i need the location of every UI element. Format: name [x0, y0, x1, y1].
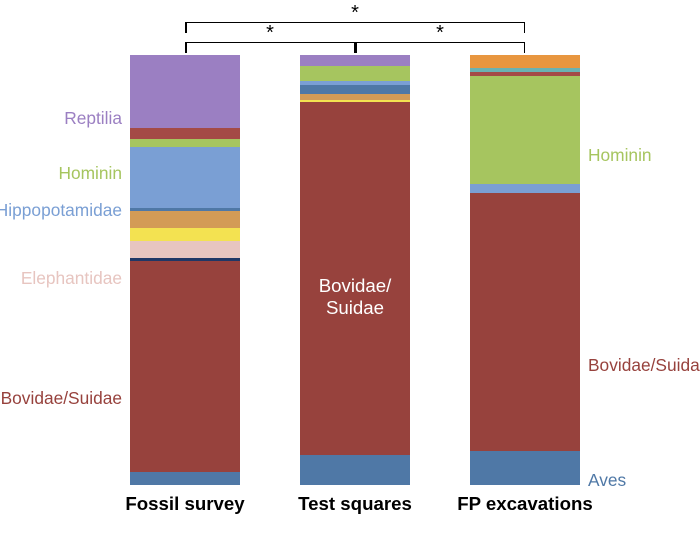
segment-unk_red — [130, 128, 240, 139]
xlabel-test-squares: Test squares — [280, 493, 430, 515]
in-bar-label: Bovidae/Suidae — [300, 275, 410, 319]
significance-star: * — [345, 2, 365, 25]
segment-hominin — [130, 139, 240, 148]
xlabel-fossil-survey: Fossil survey — [110, 493, 260, 515]
right-label: Hominin — [588, 145, 652, 166]
xlabel-fp-excavations: FP excavations — [450, 493, 600, 515]
left-label: Bovidae/Suidae — [1, 388, 122, 409]
bar-fossil-survey — [130, 55, 240, 485]
segment-thin_blue — [300, 455, 410, 485]
segment-eleph — [130, 241, 240, 258]
left-label: Hippopotamidae — [0, 200, 122, 221]
left-label: Reptilia — [64, 108, 122, 129]
significance-star: * — [260, 22, 280, 45]
segment-hominin — [470, 76, 580, 184]
segment-bovidae — [470, 193, 580, 451]
segment-hipp — [130, 147, 240, 207]
segment-hipp — [470, 184, 580, 193]
bar-fp-excavations — [470, 55, 580, 485]
segment-bovidae — [130, 261, 240, 472]
left-label: Elephantidae — [21, 268, 122, 289]
segment-aves — [470, 451, 580, 485]
significance-star: * — [430, 22, 450, 45]
segment-hominin — [300, 66, 410, 81]
segment-reptilia — [300, 55, 410, 66]
right-label: Aves — [588, 470, 626, 491]
segment-reptilia — [130, 55, 240, 128]
right-label: Bovidae/Suidae — [588, 355, 700, 376]
segment-orange — [470, 55, 580, 68]
segment-aves — [300, 85, 410, 94]
left-label: Hominin — [58, 163, 122, 184]
segment-aves — [130, 472, 240, 485]
bar-test-squares — [300, 55, 410, 485]
stacked-bar-chart: * * * Fossil survey Test squares FP excava… — [0, 0, 700, 555]
segment-yellow — [130, 228, 240, 241]
segment-ochre — [130, 211, 240, 228]
